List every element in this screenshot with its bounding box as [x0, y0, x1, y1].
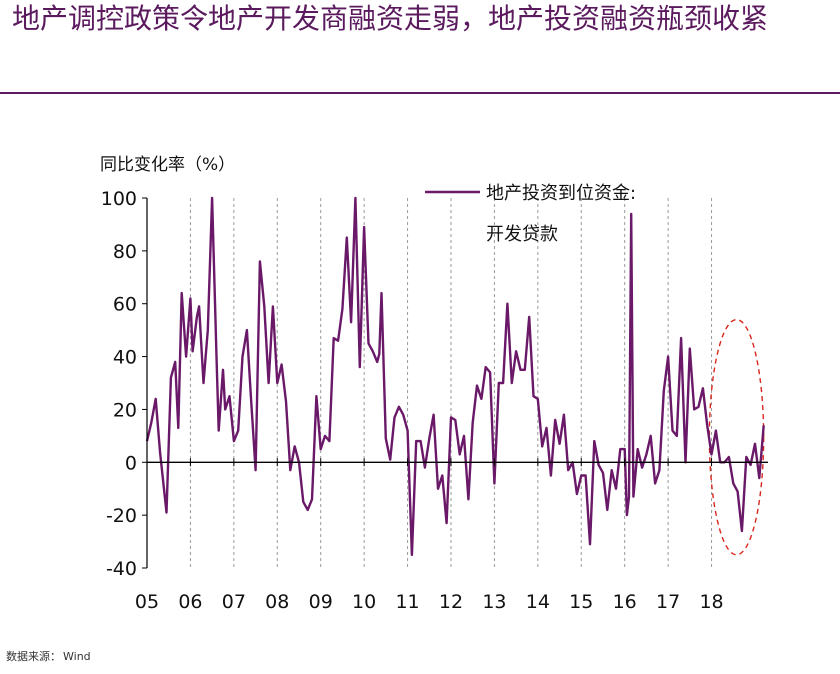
x-tick-label: 15: [569, 591, 593, 613]
title-divider: [0, 92, 840, 94]
y-tick-label: -40: [106, 558, 137, 580]
legend-label-line1: 地产投资到位资金:: [486, 183, 636, 204]
x-tick-label: 06: [178, 591, 202, 613]
x-tick-label: 07: [222, 591, 246, 613]
axes: [142, 197, 768, 569]
x-tick-label: 16: [613, 591, 637, 613]
x-tick-label: 08: [265, 591, 289, 613]
x-tick-label: 17: [656, 591, 680, 613]
x-tick-label: 09: [309, 591, 333, 613]
legend-label-line2: 开发贷款: [486, 224, 558, 245]
x-tick-label: 14: [526, 591, 550, 613]
y-tick-label: 40: [113, 347, 137, 369]
y-tick-label: 100: [101, 188, 137, 210]
page-title: 地产调控政策令地产开发商融资走弱，地产投资融资瓶颈收紧: [12, 2, 769, 35]
source-note: 数据来源： Wind: [6, 648, 93, 664]
x-tick-label: 05: [135, 591, 159, 613]
x-tick-label: 18: [699, 591, 723, 613]
tick-labels: -40 -20 0 20 40 60 80 100 05 06 07 08 09 10 11 12 13 14 15…: [101, 188, 724, 613]
source-label: 数据来源：: [6, 650, 61, 663]
source-value: Wind: [63, 650, 91, 663]
y-tick-label: 20: [113, 399, 137, 421]
legend: 地产投资到位资金: 开发贷款: [425, 183, 636, 245]
x-tick-label: 10: [352, 591, 376, 613]
y-tick-label: 0: [125, 452, 137, 474]
series-line: [145, 196, 765, 556]
y-axis-label: 同比变化率（%）: [100, 155, 235, 175]
x-tick-label: 13: [482, 591, 506, 613]
x-tick-label: 12: [439, 591, 463, 613]
x-tick-label: 11: [395, 591, 419, 613]
y-tick-label: 80: [113, 241, 137, 263]
y-tick-label: -20: [106, 505, 137, 527]
y-tick-label: 60: [113, 294, 137, 316]
